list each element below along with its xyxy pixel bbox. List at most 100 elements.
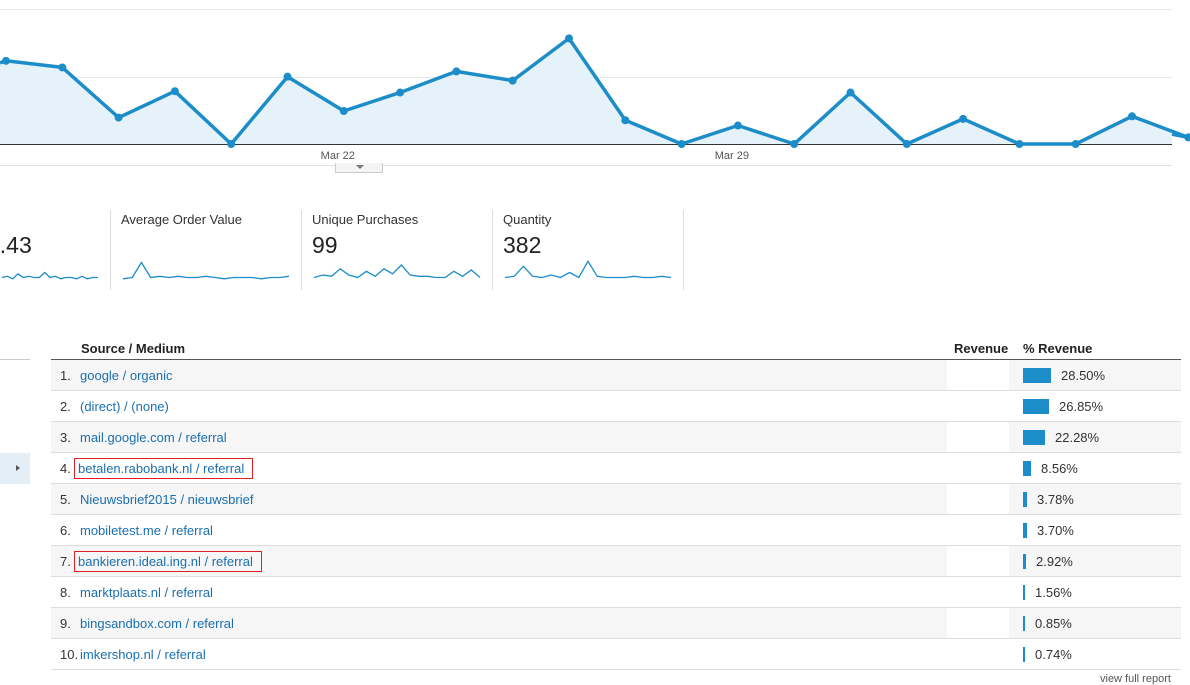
table-row: 10. imkershop.nl / referral 0.74%: [51, 639, 1181, 670]
row-index: 10.: [60, 647, 79, 662]
table-row: 1. google / organic 28.50%: [51, 360, 1181, 391]
source-medium-link[interactable]: bankieren.ideal.ing.nl / referral: [74, 551, 262, 572]
pct-revenue-value: 22.28%: [1055, 430, 1100, 445]
sparkline-path: [313, 264, 481, 279]
pct-revenue-value: 0.85%: [1035, 616, 1072, 631]
chevron-right-icon: [16, 465, 20, 471]
table-header-divider: [51, 359, 1181, 360]
column-header-pct-revenue[interactable]: % Revenue: [1023, 341, 1093, 356]
pct-revenue-bar: [1023, 523, 1027, 538]
metric-label: Average Order Value: [121, 212, 242, 227]
revenue-cell: [947, 608, 1009, 638]
metric-divider: [301, 210, 302, 290]
metric-card-average-order-value: Average Order Value: [111, 210, 302, 290]
table-row: 6. mobiletest.me / referral 3.70%: [51, 515, 1181, 546]
data-point: [1184, 133, 1190, 142]
pct-revenue-bar: [1023, 399, 1049, 414]
pct-revenue-value: 1.56%: [1035, 585, 1072, 600]
revenue-cell: [947, 484, 1009, 514]
table-row: 8. marktplaats.nl / referral 1.56%: [51, 577, 1181, 608]
sparkline-path: [122, 261, 290, 280]
left-pane-divider: [0, 359, 30, 360]
view-full-report-link[interactable]: view full report: [1100, 673, 1171, 685]
column-header-revenue[interactable]: Revenue: [954, 341, 1009, 356]
revenue-cell: [947, 639, 1009, 669]
source-medium-link[interactable]: mail.google.com / referral: [80, 430, 227, 445]
pct-revenue-bar: [1023, 461, 1031, 476]
data-point: [621, 116, 630, 125]
metric-card-quantity: Quantity 382: [493, 210, 684, 290]
data-point: [733, 121, 742, 130]
row-index: 1.: [60, 368, 71, 383]
row-index: 4.: [60, 461, 71, 476]
pct-revenue-value: 28.50%: [1061, 368, 1106, 383]
row-index: 9.: [60, 616, 71, 631]
row-expand-arrow[interactable]: [0, 453, 30, 484]
data-point: [1071, 140, 1080, 148]
metric-sparkline: [1, 271, 98, 280]
row-index: 2.: [60, 399, 71, 414]
metric-card-unique-purchases: Unique Purchases 99: [302, 210, 493, 290]
metric-value: 99: [312, 232, 338, 258]
data-point: [959, 114, 968, 123]
table-row: 5. Nieuwsbrief2015 / nieuwsbrief 3.78%: [51, 484, 1181, 515]
chart-collapse-toggle[interactable]: [335, 163, 383, 173]
data-point: [2, 56, 10, 65]
source-medium-link[interactable]: (direct) / (none): [80, 399, 169, 414]
row-index: 8.: [60, 585, 71, 600]
pct-revenue-value: 26.85%: [1059, 399, 1104, 414]
data-point: [677, 140, 686, 148]
pct-revenue-bar: [1023, 492, 1027, 507]
row-index: 5.: [60, 492, 71, 507]
revenue-cell: [947, 453, 1009, 483]
metric-value: 382: [503, 232, 542, 258]
table-row: 7. bankieren.ideal.ing.nl / referral 2.92%: [51, 546, 1181, 577]
series-line: [0, 36, 1190, 146]
table-row: 3. mail.google.com / referral 22.28%: [51, 422, 1181, 453]
pct-revenue-value: 3.70%: [1037, 523, 1074, 538]
data-point: [396, 88, 405, 97]
pct-revenue-bar: [1023, 368, 1051, 383]
source-medium-link[interactable]: bingsandbox.com / referral: [80, 616, 234, 631]
source-medium-link[interactable]: Nieuwsbrief2015 / nieuwsbrief: [80, 492, 254, 507]
revenue-cell: [947, 422, 1009, 452]
sparkline-path: [504, 260, 672, 279]
revenue-cell: [947, 391, 1009, 421]
revenue-cell: [947, 546, 1009, 576]
column-header-source-medium[interactable]: Source / Medium: [81, 341, 186, 356]
pct-revenue-bar: [1023, 616, 1025, 631]
source-medium-link[interactable]: imkershop.nl / referral: [80, 647, 206, 662]
trend-chart: Mar 22 Mar 29: [0, 9, 1190, 166]
data-point: [508, 76, 517, 85]
metric-card-conversion: 2.43: [0, 210, 111, 290]
pct-revenue-bar: [1023, 585, 1025, 600]
pct-revenue-bar: [1023, 430, 1045, 445]
row-index: 6.: [60, 523, 71, 538]
data-point: [339, 107, 348, 115]
metric-divider: [110, 210, 111, 290]
data-point: [114, 113, 123, 122]
metric-divider: [683, 210, 684, 290]
source-medium-link[interactable]: mobiletest.me / referral: [80, 523, 213, 538]
metric-value: 2.43: [0, 232, 32, 258]
pct-revenue-value: 3.78%: [1037, 492, 1074, 507]
metric-label: Quantity: [503, 212, 552, 227]
metric-sparkline: [313, 264, 481, 279]
data-point: [565, 34, 573, 43]
revenue-cell: [947, 360, 1009, 390]
data-point: [452, 67, 461, 76]
data-point: [790, 140, 799, 148]
data-point: [227, 140, 236, 148]
source-medium-link[interactable]: betalen.rabobank.nl / referral: [73, 458, 254, 479]
data-point: [170, 87, 179, 96]
data-point: [58, 63, 67, 72]
sparkline-path: [1, 271, 98, 280]
source-medium-link[interactable]: marktplaats.nl / referral: [80, 585, 213, 600]
revenue-cell: [947, 577, 1009, 607]
data-point: [1015, 140, 1024, 148]
x-tick-label: Mar 22: [321, 150, 355, 162]
data-point: [1128, 112, 1136, 121]
table-row: 4. betalen.rabobank.nl / referral 8.56%: [51, 453, 1181, 484]
source-medium-link[interactable]: google / organic: [80, 368, 173, 383]
pct-revenue-bar: [1023, 554, 1026, 569]
